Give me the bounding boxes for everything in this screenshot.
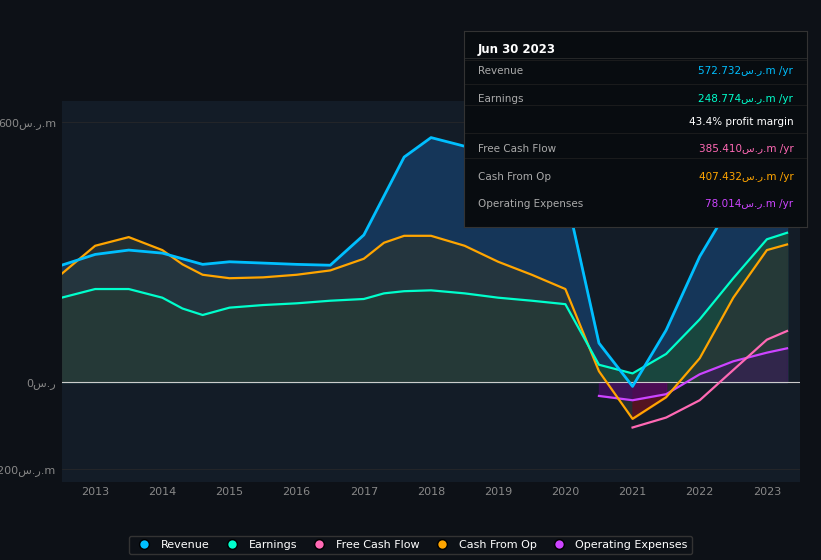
Text: Cash From Op: Cash From Op: [478, 172, 551, 182]
Text: Revenue: Revenue: [478, 66, 523, 76]
Text: Operating Expenses: Operating Expenses: [478, 199, 583, 209]
Text: 385.410س.ر.m /yr: 385.410س.ر.m /yr: [699, 144, 793, 155]
Text: Free Cash Flow: Free Cash Flow: [478, 144, 556, 155]
Text: 407.432س.ر.m /yr: 407.432س.ر.m /yr: [699, 172, 793, 182]
Text: 78.014س.ر.m /yr: 78.014س.ر.m /yr: [705, 199, 793, 209]
Text: Earnings: Earnings: [478, 94, 523, 104]
Text: 43.4% profit margin: 43.4% profit margin: [689, 117, 793, 127]
Text: Jun 30 2023: Jun 30 2023: [478, 43, 556, 55]
Text: 572.732س.ر.m /yr: 572.732س.ر.m /yr: [699, 66, 793, 76]
Text: 248.774س.ر.m /yr: 248.774س.ر.m /yr: [699, 94, 793, 104]
Legend: Revenue, Earnings, Free Cash Flow, Cash From Op, Operating Expenses: Revenue, Earnings, Free Cash Flow, Cash …: [129, 535, 692, 554]
